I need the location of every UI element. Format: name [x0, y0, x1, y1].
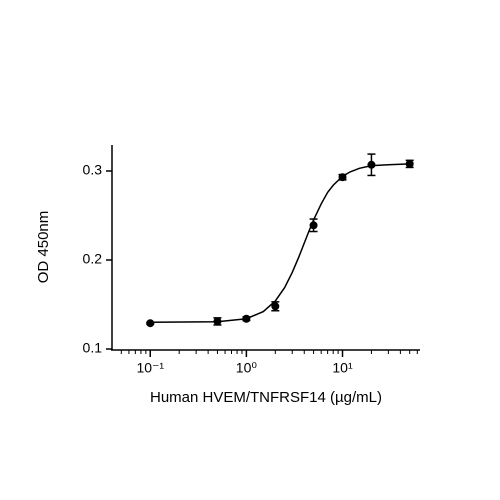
x-tick-label: 10⁻¹ — [136, 360, 164, 376]
point — [271, 302, 280, 311]
fit-curve — [150, 163, 410, 324]
point — [146, 319, 155, 328]
y-tick-label: 0.1 — [83, 340, 103, 356]
y-tick-label: 0.3 — [83, 162, 103, 178]
x-tick-label: 10¹ — [332, 360, 353, 376]
y-axis-label: OD 450nm — [35, 211, 52, 284]
x-tick-label: 10⁰ — [236, 360, 258, 376]
point — [405, 159, 414, 168]
y-tick-label: 0.2 — [83, 251, 103, 267]
x-axis-label: Human HVEM/TNFRSF14 (µg/mL) — [150, 389, 382, 406]
